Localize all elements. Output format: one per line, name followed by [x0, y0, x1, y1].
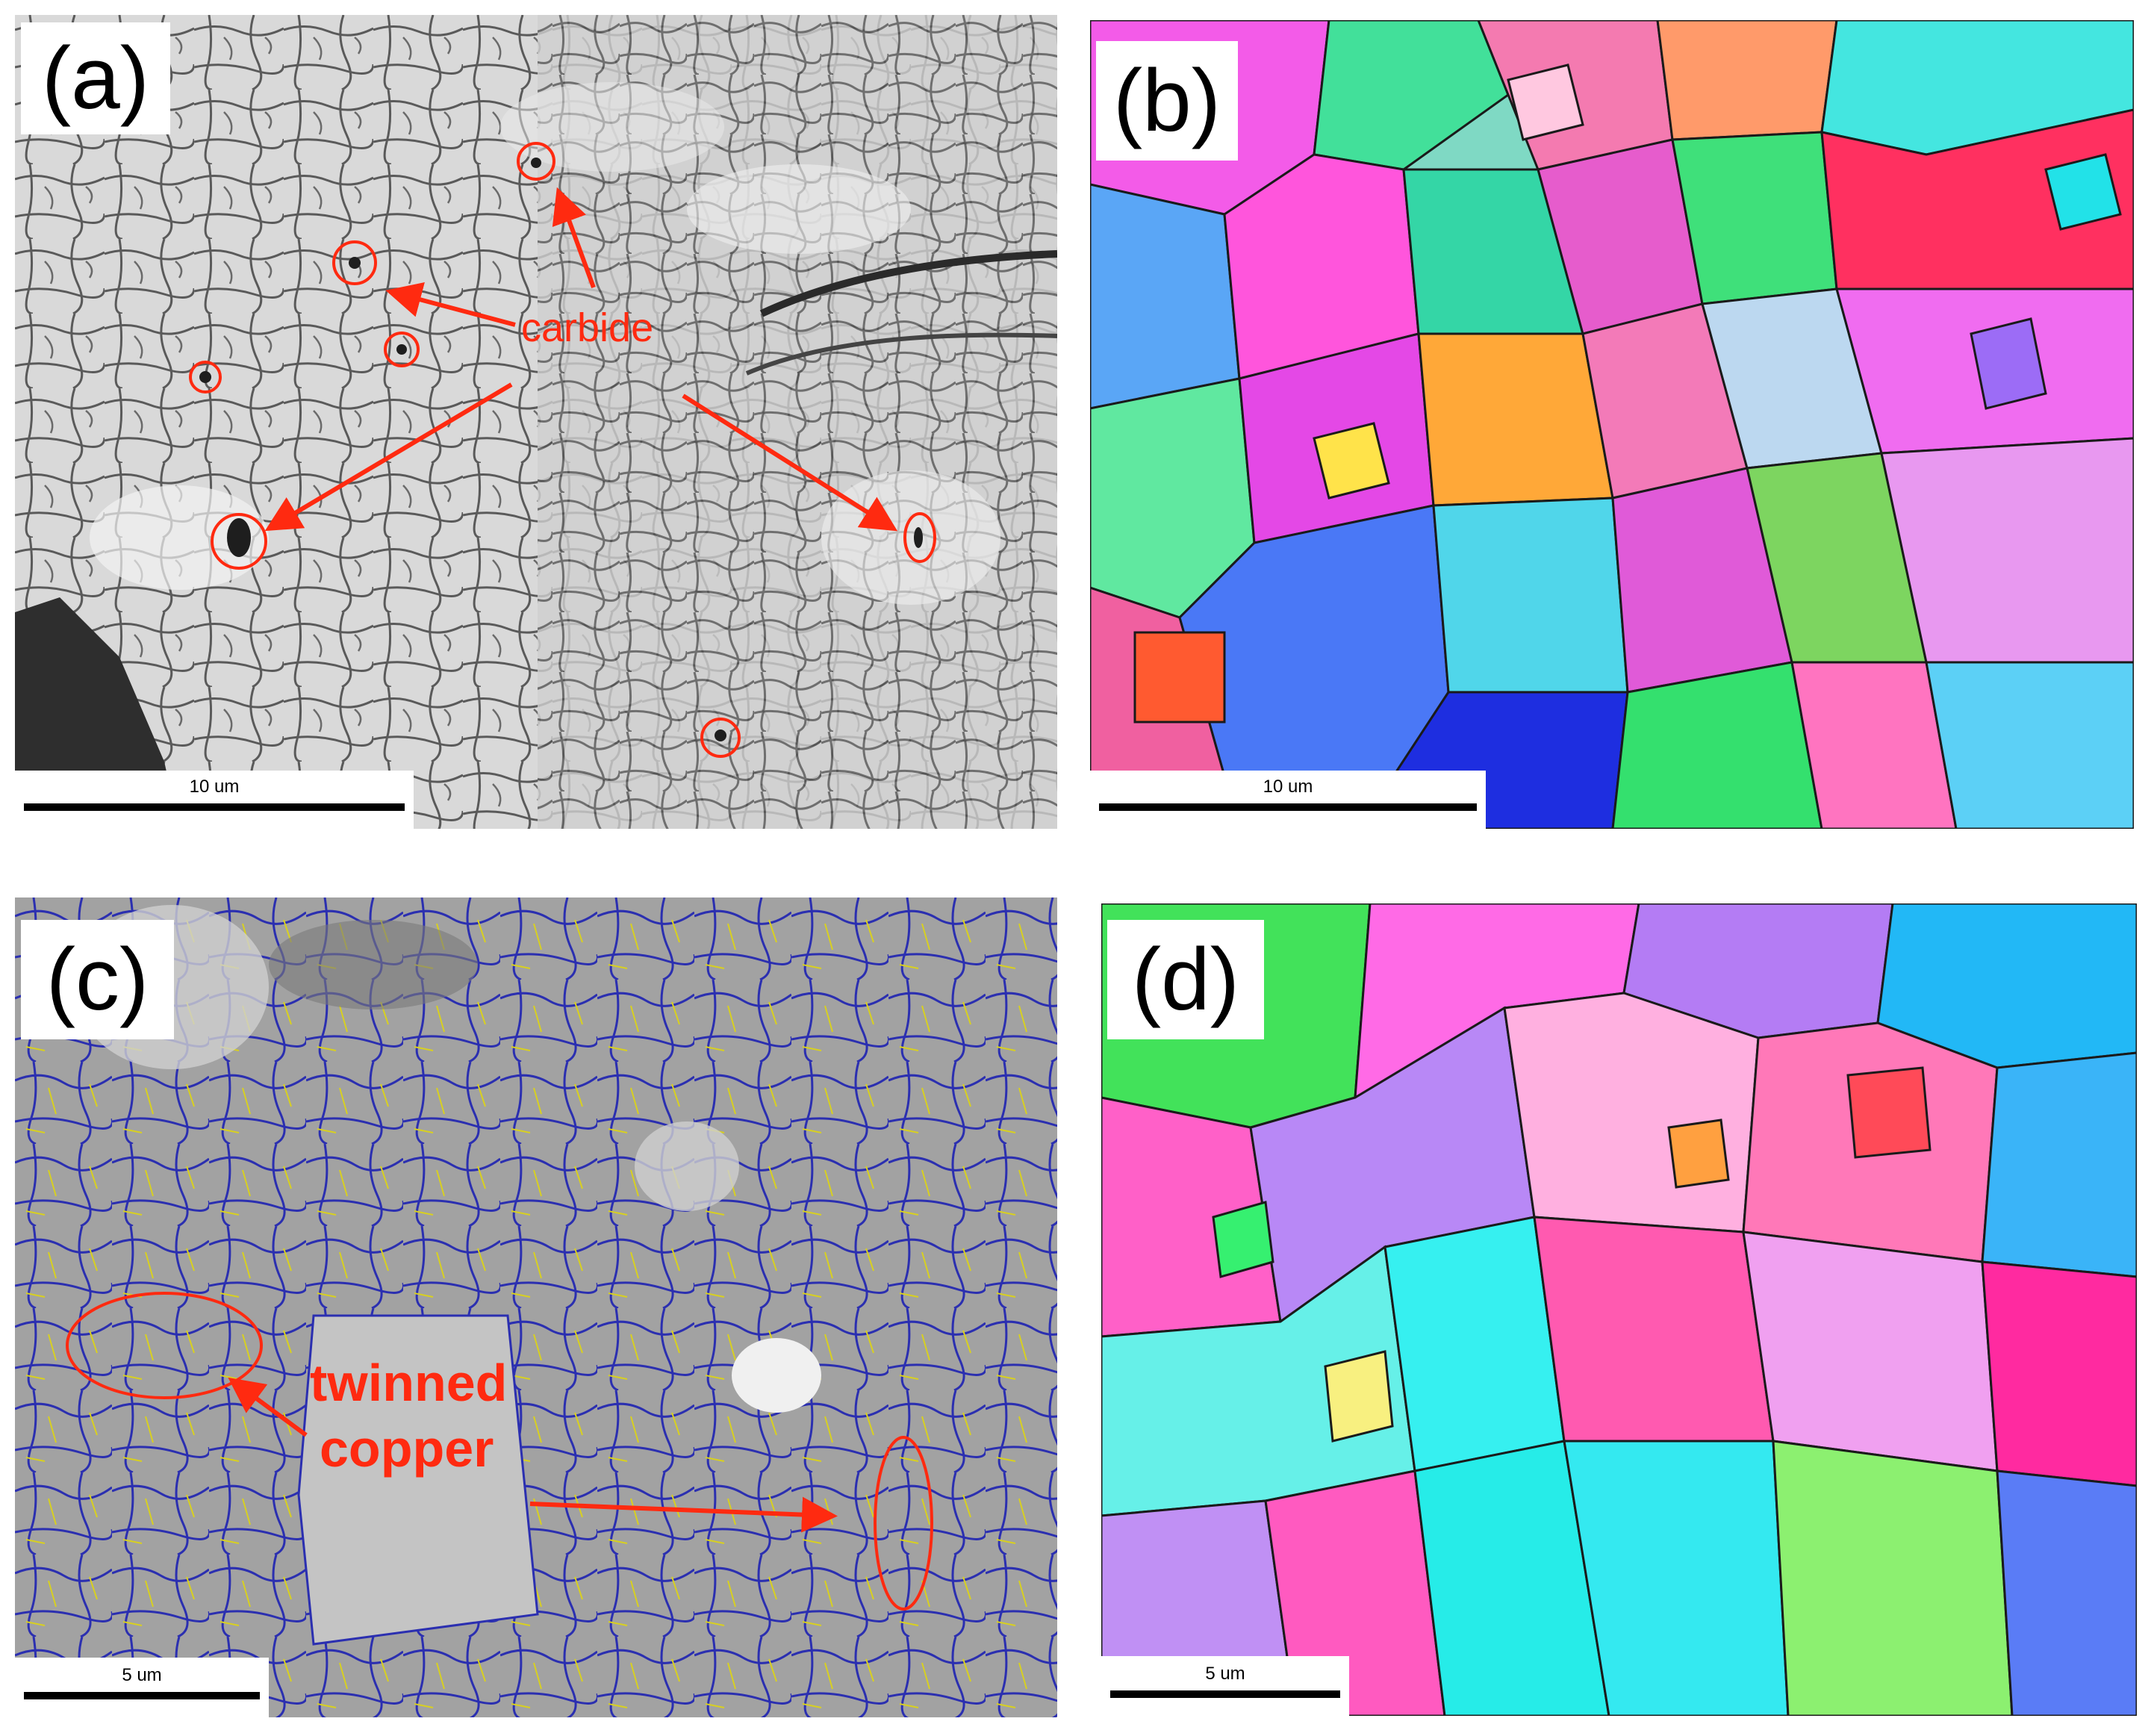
panel-a-scale-text: 10 um [189, 777, 240, 797]
panel-c-micrograph [15, 897, 1057, 1717]
panel-b-scale-box: 10 um [1090, 771, 1486, 829]
panel-c-label: (c) [21, 920, 174, 1039]
twinned-annotation: twinned [310, 1354, 508, 1412]
twin-annotations [66, 1292, 933, 1611]
twin-arrows [228, 1377, 838, 1533]
panel-a-sem-image: (a) carbide 10 um [15, 15, 1057, 829]
panel-d-ebsd-map: (d) 5 um [1101, 903, 2137, 1716]
panel-a-label: (a) [21, 22, 170, 134]
panel-d-orientation-map [1101, 903, 2137, 1716]
panel-d-scale-text: 5 um [1205, 1664, 1245, 1684]
copper-annotation: copper [320, 1419, 494, 1478]
carbide-particles [199, 158, 923, 741]
panel-a-scale-box: 10 um [15, 771, 414, 829]
carbide-annotation: carbide [521, 305, 654, 350]
panel-b-ebsd-map: (b) 10 um [1090, 20, 2134, 829]
panel-d-scale-bar [1110, 1690, 1340, 1698]
panel-b-scale-bar [1099, 803, 1477, 811]
carbide-arrows [264, 187, 898, 532]
panel-c-boundary-map: (c) twinned copper 5 um [15, 897, 1057, 1717]
panel-a-scale-bar [24, 803, 405, 811]
panel-a-micrograph [15, 15, 1057, 829]
panel-c-scale-bar [24, 1692, 260, 1699]
panel-d-label: (d) [1107, 920, 1264, 1039]
panel-d-scale-box: 5 um [1101, 1656, 1349, 1716]
panel-b-orientation-map [1090, 20, 2134, 829]
carbide-circles [189, 142, 936, 758]
panel-b-scale-text: 10 um [1263, 777, 1313, 797]
panel-c-scale-text: 5 um [122, 1665, 162, 1685]
panel-b-label: (b) [1096, 41, 1238, 161]
panel-c-scale-box: 5 um [15, 1658, 269, 1717]
